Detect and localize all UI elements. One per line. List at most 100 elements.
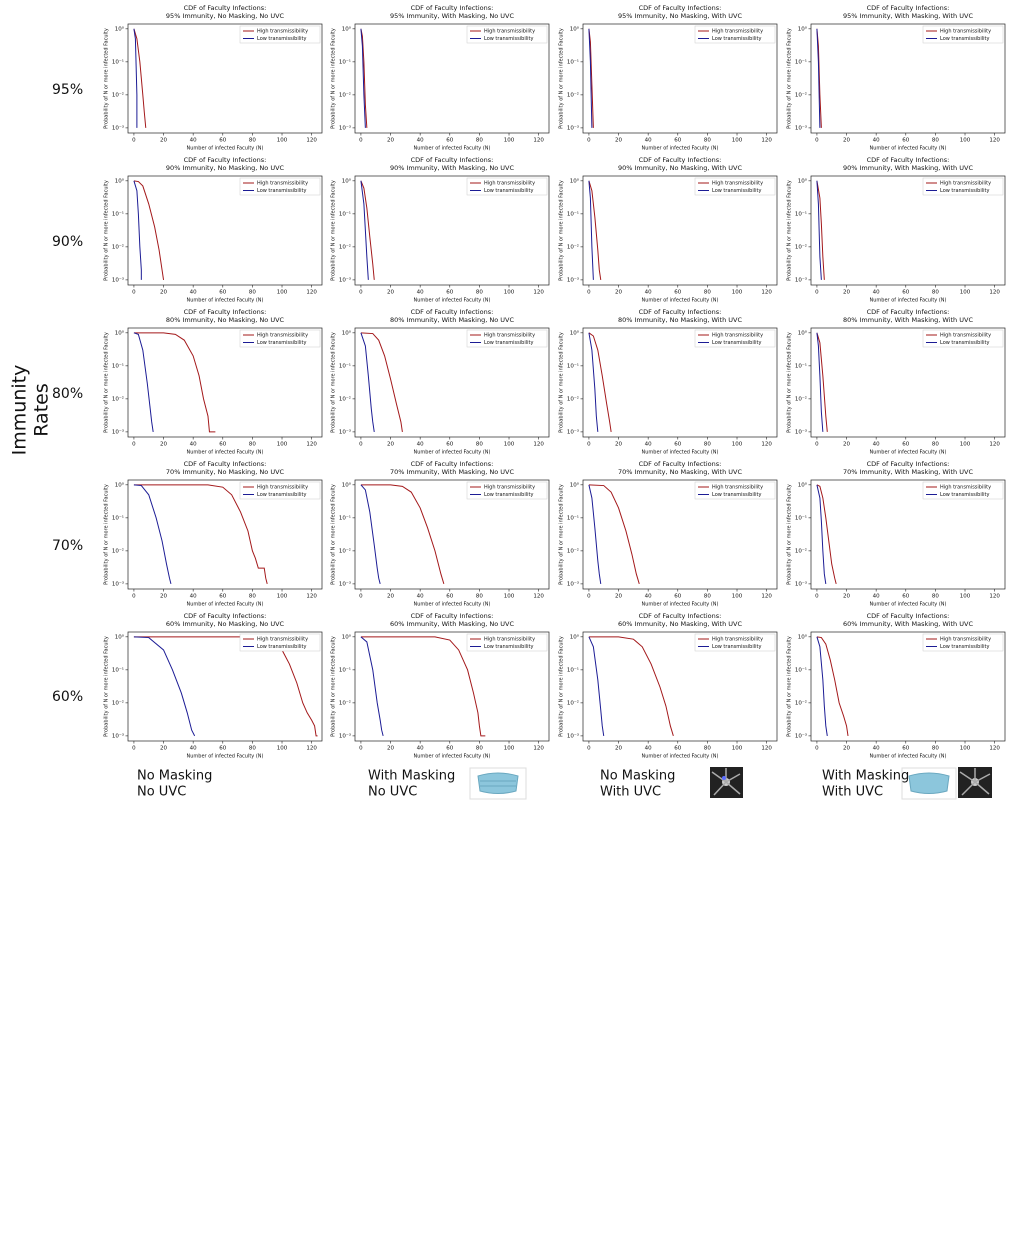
legend-label: Low transmissibility (484, 644, 533, 650)
legend-box (239, 25, 321, 44)
y-tick-label: 10⁻² (339, 547, 351, 554)
x-tick-label: 100 (504, 138, 515, 144)
x-tick-label: 100 (732, 746, 743, 752)
plot-frame (582, 23, 778, 134)
y-axis-label: Probability of N or more infected Facult… (331, 180, 337, 281)
series-line (816, 484, 837, 585)
x-axis-label: Number of infected Faculty (N) (870, 146, 947, 152)
series-line (133, 636, 318, 737)
legend-label: High transmissibility (712, 485, 763, 491)
legend-box (694, 481, 776, 500)
x-tick-label: 120 (533, 442, 544, 448)
chart-subtitle: 60% Immunity, No Masking, With UVC (618, 620, 743, 628)
x-tick-label: 80 (249, 290, 256, 296)
row-label: 60% (52, 689, 83, 705)
x-tick-label: 80 (932, 594, 939, 600)
legend-box (239, 329, 321, 348)
chart-title: CDF of Faculty Infections: (411, 308, 494, 316)
y-tick-label: 10⁻¹ (112, 58, 124, 65)
series-line (360, 484, 445, 585)
series-line (588, 180, 594, 280)
y-axis-label: Probability of N or more infected Facult… (331, 28, 337, 129)
row-label: 70% (52, 538, 83, 554)
y-tick-label: 10⁰ (798, 481, 808, 488)
legend-box (239, 633, 321, 652)
x-tick-label: 120 (533, 746, 544, 752)
chart-subtitle: 95% Immunity, With Masking, No UVC (390, 12, 515, 20)
series-line (588, 636, 674, 737)
y-axis-label: Probability of N or more infected Facult… (787, 636, 793, 737)
y-tick-label: 10⁻¹ (567, 514, 579, 521)
series-line (588, 28, 593, 128)
x-tick-label: 40 (645, 594, 652, 600)
y-tick-label: 10⁻² (567, 91, 579, 98)
x-tick-label: 0 (132, 442, 136, 448)
x-tick-label: 60 (219, 138, 226, 144)
chart-title: CDF of Faculty Infections: (867, 460, 950, 468)
x-tick-label: 0 (132, 594, 136, 600)
series-line (133, 180, 142, 280)
x-tick-label: 100 (504, 290, 515, 296)
plot-frame (127, 327, 323, 438)
x-tick-label: 80 (704, 290, 711, 296)
x-tick-label: 120 (533, 594, 544, 600)
x-tick-label: 80 (249, 594, 256, 600)
legend-label: High transmissibility (257, 333, 308, 339)
series-line (360, 180, 369, 280)
y-axis-label: Probability of N or more infected Facult… (104, 332, 110, 433)
plot-frame (354, 23, 550, 134)
chart-subtitle: 80% Immunity, No Masking, With UVC (618, 316, 743, 324)
chart-subtitle: 80% Immunity, With Masking, With UVC (843, 316, 973, 324)
series-line (133, 28, 138, 128)
legend-box (922, 177, 1004, 196)
x-axis-label: Number of infected Faculty (N) (870, 450, 947, 456)
series-line (816, 636, 828, 736)
x-tick-label: 120 (989, 594, 1000, 600)
y-tick-label: 10⁻¹ (112, 666, 124, 673)
y-axis-label: Probability of N or more infected Facult… (559, 28, 565, 129)
series-line (816, 332, 824, 432)
series-line (588, 636, 605, 736)
y-tick-label: 10⁰ (342, 177, 352, 184)
legend-label: High transmissibility (257, 29, 308, 35)
y-tick-label: 10⁻¹ (112, 362, 124, 369)
y-axis-label: Probability of N or more infected Facult… (787, 332, 793, 433)
y-tick-label: 10⁻² (795, 395, 807, 402)
y-tick-label: 10⁻³ (112, 276, 124, 283)
x-tick-label: 100 (504, 442, 515, 448)
group-label: Rates (31, 383, 53, 436)
series-line (588, 484, 602, 584)
chart-subtitle: 70% Immunity, No Masking, No UVC (166, 468, 285, 476)
x-tick-label: 20 (843, 746, 850, 752)
x-axis-label: Number of infected Faculty (N) (642, 298, 719, 304)
x-axis-label: Number of infected Faculty (N) (870, 754, 947, 760)
y-tick-label: 10⁻¹ (795, 58, 807, 65)
x-tick-label: 120 (761, 746, 772, 752)
x-tick-label: 80 (704, 594, 711, 600)
legend-label: Low transmissibility (257, 36, 306, 42)
y-tick-label: 10⁻¹ (567, 58, 579, 65)
x-tick-label: 40 (645, 746, 652, 752)
legend-label: High transmissibility (712, 637, 763, 643)
legend-box (922, 25, 1004, 44)
legend-box (239, 481, 321, 500)
y-tick-label: 10⁻² (567, 395, 579, 402)
legend-box (466, 481, 548, 500)
legend-box (922, 329, 1004, 348)
legend-box (694, 633, 776, 652)
x-axis-label: Number of infected Faculty (N) (414, 754, 491, 760)
x-tick-label: 100 (277, 138, 288, 144)
y-axis-label: Probability of N or more infected Facult… (331, 484, 337, 585)
x-tick-label: 20 (615, 138, 622, 144)
legend-label: High transmissibility (484, 485, 535, 491)
legend-label: High transmissibility (712, 29, 763, 35)
y-tick-label: 10⁻² (795, 699, 807, 706)
chart-title: CDF of Faculty Infections: (184, 4, 267, 12)
x-tick-label: 60 (446, 138, 453, 144)
x-tick-label: 60 (902, 290, 909, 296)
series-line (816, 28, 821, 128)
chart-subtitle: 95% Immunity, No Masking, No UVC (166, 12, 285, 20)
series-line (133, 332, 216, 433)
x-tick-label: 20 (387, 138, 394, 144)
x-tick-label: 120 (989, 442, 1000, 448)
